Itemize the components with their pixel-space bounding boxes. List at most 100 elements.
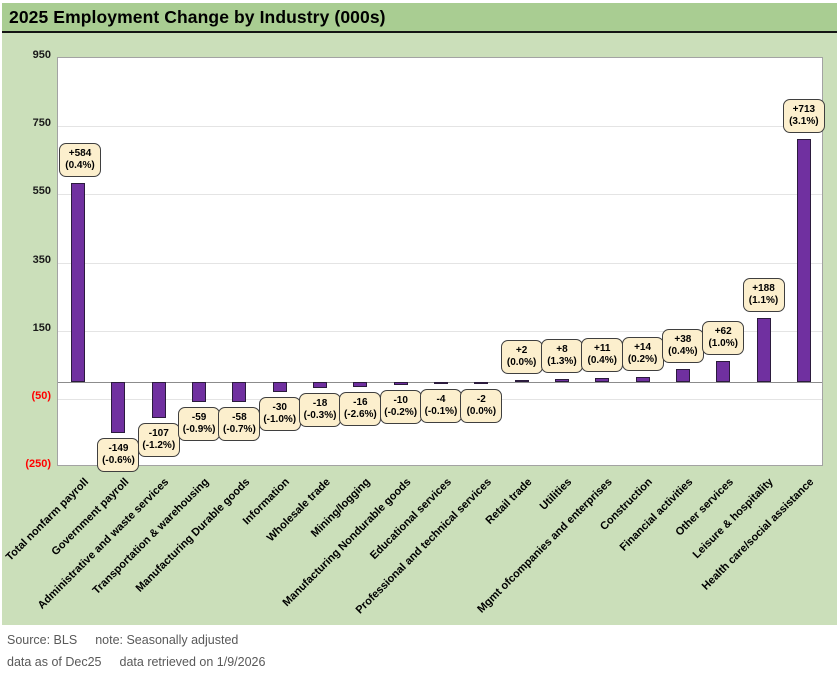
data-label-pct: (1.0%) bbox=[708, 337, 738, 349]
data-label-pct: (3.1%) bbox=[789, 115, 819, 127]
data-label-pct: (0.0%) bbox=[466, 405, 497, 417]
footer-row-1: Source: BLS note: Seasonally adjusted bbox=[7, 633, 839, 647]
bar bbox=[595, 378, 610, 382]
data-label: +2 (0.0%) bbox=[500, 339, 543, 374]
gridline bbox=[58, 262, 822, 264]
data-label-value: -4 bbox=[436, 393, 446, 405]
data-label: -149 (-0.6%) bbox=[97, 437, 140, 472]
category-label: Government payroll bbox=[49, 476, 131, 558]
data-label-pct: (-1.0%) bbox=[263, 414, 297, 426]
data-label-pct: (-0.6%) bbox=[102, 454, 135, 466]
bar bbox=[474, 381, 489, 384]
data-label-pct: (0.0%) bbox=[506, 356, 537, 368]
data-label-value: -58 bbox=[232, 411, 247, 423]
bar bbox=[393, 381, 408, 386]
bar bbox=[313, 381, 328, 388]
data-label-value: -59 bbox=[191, 411, 207, 423]
y-tick-label: 750 bbox=[32, 117, 51, 130]
data-label-pct: (0.2%) bbox=[627, 354, 658, 366]
y-tick-label: 950 bbox=[32, 49, 51, 61]
bar bbox=[716, 360, 731, 382]
data-label: +11 (0.4%) bbox=[581, 338, 624, 373]
bar bbox=[151, 381, 166, 419]
data-label: -10 (-0.2%) bbox=[379, 390, 422, 425]
data-label-value: +713 bbox=[792, 103, 816, 115]
data-label-pct: (-0.7%) bbox=[223, 423, 256, 435]
bar bbox=[232, 381, 247, 402]
data-label: -107 (-1.2%) bbox=[137, 423, 180, 458]
data-label-pct: (-0.9%) bbox=[182, 423, 216, 435]
y-tick-label: 550 bbox=[32, 185, 51, 198]
data-label: +14 (0.2%) bbox=[621, 337, 664, 372]
data-retrieved-note: data retrieved on 1/9/2026 bbox=[119, 655, 266, 669]
data-label-value: +2 bbox=[515, 344, 528, 356]
chart-panel: 2025 Employment Change by Industry (000s… bbox=[2, 3, 837, 625]
y-tick-label: 350 bbox=[32, 253, 51, 266]
bar bbox=[554, 379, 569, 382]
data-label-pct: (1.3%) bbox=[547, 356, 577, 368]
data-label: +713 (3.1%) bbox=[782, 98, 825, 133]
footer-row-2: data as of Dec25 data retrieved on 1/9/2… bbox=[7, 655, 839, 669]
data-label: -2 (0.0%) bbox=[460, 388, 503, 423]
data-label: -30 (-1.0%) bbox=[258, 397, 301, 432]
bar bbox=[353, 381, 368, 388]
bar bbox=[111, 381, 126, 433]
data-as-of-note: data as of Dec25 bbox=[7, 655, 102, 669]
data-label-value: -149 bbox=[108, 442, 129, 454]
category-label: Financial activities bbox=[617, 476, 696, 554]
data-label-pct: (-0.1%) bbox=[424, 405, 458, 417]
y-tick-label: (250) bbox=[25, 458, 51, 470]
y-tick-label: (50) bbox=[31, 389, 51, 402]
chart-title: 2025 Employment Change by Industry (000s… bbox=[9, 6, 386, 27]
bar bbox=[796, 138, 811, 382]
gridline bbox=[58, 330, 822, 332]
bar bbox=[434, 381, 448, 384]
data-label: -18 (-0.3%) bbox=[299, 392, 342, 427]
chart-title-bar: 2025 Employment Change by Industry (000s… bbox=[2, 3, 837, 33]
bar bbox=[272, 381, 287, 392]
data-label: -58 (-0.7%) bbox=[218, 406, 261, 441]
data-label: +38 (0.4%) bbox=[661, 328, 704, 363]
data-label-pct: (-2.6%) bbox=[343, 409, 377, 421]
data-label-value: +14 bbox=[634, 342, 652, 354]
footer-notes: Source: BLS note: Seasonally adjusted da… bbox=[0, 625, 839, 674]
data-label-pct: (-0.2%) bbox=[384, 407, 418, 419]
source-note: Source: BLS bbox=[7, 633, 78, 647]
data-label-value: -107 bbox=[148, 428, 169, 440]
adjustment-note: note: Seasonally adjusted bbox=[95, 633, 239, 647]
data-label-value: -10 bbox=[393, 395, 408, 407]
data-label: +62 (1.0%) bbox=[702, 320, 745, 355]
data-label-value: +62 bbox=[714, 325, 732, 337]
gridline bbox=[58, 126, 822, 128]
category-label: Utilities bbox=[537, 476, 575, 513]
data-label-value: -16 bbox=[353, 397, 368, 409]
data-label-value: +11 bbox=[594, 343, 611, 355]
data-label-pct: (-0.3%) bbox=[303, 409, 337, 421]
data-label-value: -18 bbox=[312, 397, 328, 409]
data-label: -59 (-0.9%) bbox=[178, 406, 221, 441]
bar bbox=[635, 377, 650, 382]
data-label-value: +8 bbox=[556, 344, 568, 356]
data-label: +188 (1.1%) bbox=[742, 277, 785, 312]
chart-region: +584 (0.4%) -149 (-0.6%) -107 (-1.2%) -59 (-0.9… bbox=[2, 35, 837, 625]
bar bbox=[71, 182, 86, 382]
data-label-pct: (0.4%) bbox=[668, 345, 698, 357]
data-label-value: +188 bbox=[752, 282, 775, 294]
data-label: +584 (0.4%) bbox=[59, 142, 101, 177]
category-label: Leisure & hospitality bbox=[691, 476, 777, 561]
bar bbox=[514, 379, 529, 382]
data-label: -4 (-0.1%) bbox=[420, 388, 462, 423]
data-label-value: +584 bbox=[68, 147, 92, 159]
bar bbox=[192, 381, 207, 402]
bar bbox=[756, 317, 771, 382]
data-label: +8 (1.3%) bbox=[540, 339, 583, 374]
y-tick-label: 150 bbox=[32, 321, 51, 334]
data-label-pct: (1.1%) bbox=[748, 294, 779, 306]
gridline bbox=[58, 194, 822, 196]
data-label-value: -2 bbox=[476, 393, 486, 405]
bar bbox=[675, 368, 690, 382]
data-label-value: +38 bbox=[674, 333, 692, 345]
data-label-pct: (0.4%) bbox=[587, 355, 617, 367]
data-label-value: -30 bbox=[272, 402, 287, 414]
